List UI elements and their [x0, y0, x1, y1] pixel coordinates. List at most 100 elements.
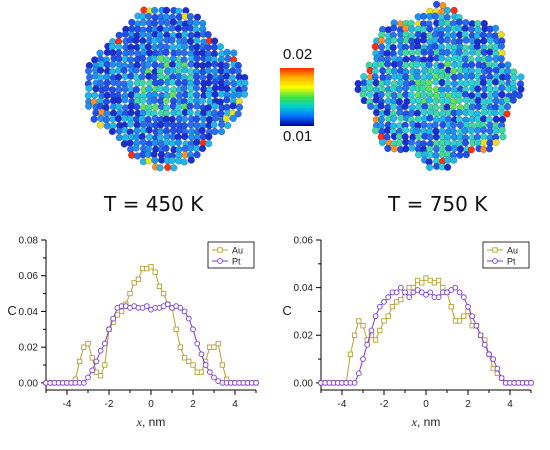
- atom: [480, 108, 488, 117]
- atom: [432, 97, 440, 105]
- atom: [229, 114, 237, 123]
- atom: [503, 73, 512, 81]
- atom: [462, 151, 470, 159]
- atom: [121, 133, 130, 142]
- atom: [498, 84, 506, 92]
- x-tick-label: 4: [232, 399, 238, 410]
- atom: [443, 163, 452, 171]
- atom: [156, 127, 165, 136]
- data-point-au: [114, 312, 121, 318]
- atom: [193, 151, 201, 159]
- data-point-au: [356, 318, 362, 324]
- data-point-au: [160, 290, 167, 297]
- atom: [456, 121, 465, 129]
- atom: [193, 102, 201, 110]
- atom: [198, 126, 206, 135]
- x-tick-label: 2: [190, 399, 196, 410]
- atom: [224, 121, 232, 130]
- atom: [216, 43, 225, 51]
- legend-box: [207, 241, 255, 269]
- atom: [449, 127, 458, 135]
- atom: [145, 157, 153, 165]
- data-point-au: [173, 326, 179, 332]
- atom: [426, 66, 435, 75]
- atom: [90, 115, 98, 123]
- legend-marker: [492, 247, 498, 253]
- y-tick-label: 0.08: [19, 236, 39, 247]
- atom: [199, 115, 208, 123]
- data-point-au: [435, 277, 442, 284]
- atom: [426, 25, 434, 33]
- data-point-au: [419, 280, 425, 286]
- atom: [443, 36, 451, 44]
- atom: [389, 43, 397, 52]
- x-tick-label: -2: [105, 399, 114, 410]
- atom: [444, 25, 452, 33]
- legend-label-pt: Pt: [507, 257, 516, 267]
- atom: [467, 25, 476, 33]
- x-tick-label: 2: [465, 399, 471, 410]
- data-point-au: [118, 308, 125, 315]
- data-point-pt: [364, 341, 371, 348]
- atom: [413, 126, 421, 135]
- atom: [121, 85, 129, 93]
- atom: [84, 67, 93, 75]
- atom: [126, 120, 135, 128]
- atom: [491, 24, 500, 33]
- atom: [181, 66, 189, 74]
- data-point-pt: [211, 374, 217, 381]
- atom: [467, 146, 475, 154]
- atom: [156, 85, 164, 93]
- atom: [186, 102, 194, 110]
- atom: [205, 133, 213, 141]
- atom: [450, 6, 458, 15]
- atom: [139, 96, 147, 105]
- atom: [211, 114, 220, 122]
- atom: [450, 144, 458, 153]
- data-point-au: [456, 318, 463, 324]
- atom: [126, 139, 134, 147]
- atom: [211, 67, 219, 75]
- data-point-au: [76, 358, 83, 365]
- data-point-pt: [381, 299, 387, 305]
- colorbar: [280, 68, 314, 126]
- data-point-au: [347, 351, 354, 357]
- data-point-pt: [477, 332, 484, 339]
- atom: [366, 90, 374, 99]
- y-tick-label: 0.06: [19, 271, 39, 282]
- data-point-pt: [498, 375, 505, 381]
- data-point-pt: [93, 358, 100, 365]
- atom: [85, 102, 93, 110]
- atom: [395, 98, 404, 106]
- atom: [186, 108, 194, 116]
- atom: [139, 18, 148, 27]
- atom: [504, 61, 512, 69]
- data-point-au: [211, 344, 217, 350]
- atom: [108, 68, 117, 76]
- atom: [102, 84, 110, 93]
- atom: [401, 102, 409, 111]
- atom: [151, 139, 159, 147]
- data-point-pt: [202, 362, 209, 368]
- atom: [139, 138, 147, 146]
- data-point-pt: [469, 313, 476, 320]
- atom: [157, 78, 165, 87]
- atom: [485, 145, 494, 153]
- atom: [133, 103, 141, 111]
- x-tick-label: -2: [380, 399, 389, 410]
- atom: [108, 43, 116, 51]
- data-point-pt: [385, 294, 392, 300]
- atom: [114, 115, 123, 123]
- atom: [211, 60, 219, 68]
- atom: [492, 138, 500, 147]
- atom: [401, 48, 410, 57]
- atom: [455, 115, 463, 123]
- x-tick-label: 0: [423, 399, 429, 410]
- data-point-pt: [427, 289, 434, 296]
- atom: [115, 103, 123, 111]
- nanoparticle-snapshot-750k: [354, 0, 525, 172]
- atom: [132, 36, 140, 45]
- data-point-pt: [198, 351, 205, 358]
- atom: [156, 133, 164, 142]
